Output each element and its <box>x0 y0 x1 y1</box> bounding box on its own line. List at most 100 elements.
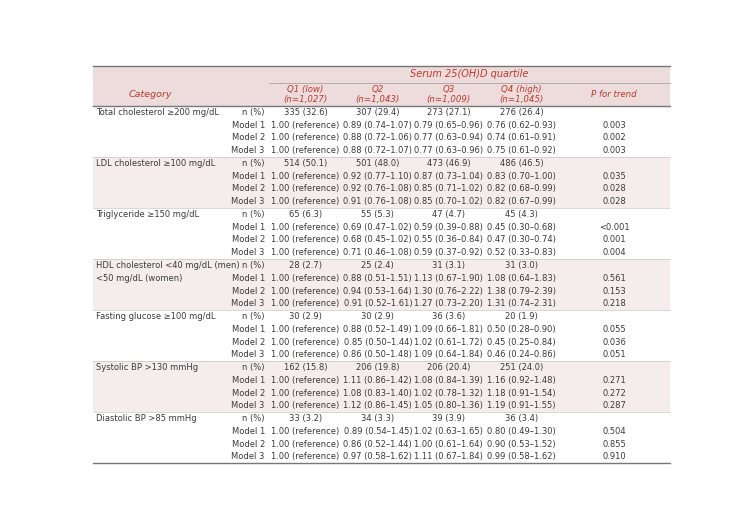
Text: 0.153: 0.153 <box>603 287 626 296</box>
Text: 33 (3.2): 33 (3.2) <box>289 414 322 423</box>
Text: 0.87 (0.73–1.04): 0.87 (0.73–1.04) <box>414 172 484 181</box>
Text: 1.38 (0.79–2.39): 1.38 (0.79–2.39) <box>487 287 556 296</box>
Text: 31 (3.1): 31 (3.1) <box>432 261 465 270</box>
Bar <box>93 310 670 323</box>
Text: 0.90 (0.53–1.52): 0.90 (0.53–1.52) <box>487 440 556 449</box>
Text: 0.001: 0.001 <box>603 235 626 245</box>
Bar <box>93 272 670 285</box>
Text: 0.45 (0.25–0.84): 0.45 (0.25–0.84) <box>487 337 556 346</box>
Text: n (%): n (%) <box>243 159 265 168</box>
Bar <box>93 182 670 195</box>
Text: 45 (4.3): 45 (4.3) <box>505 210 538 219</box>
Bar <box>93 246 670 259</box>
Text: 486 (46.5): 486 (46.5) <box>500 159 543 168</box>
Bar <box>93 438 670 451</box>
Text: 1.00 (reference): 1.00 (reference) <box>272 134 339 143</box>
Text: 0.88 (0.72–1.07): 0.88 (0.72–1.07) <box>343 146 412 155</box>
Text: 0.99 (0.58–1.62): 0.99 (0.58–1.62) <box>487 452 556 462</box>
Text: Model 1: Model 1 <box>231 325 265 334</box>
Text: 1.00 (reference): 1.00 (reference) <box>272 299 339 308</box>
Text: 0.55 (0.36–0.84): 0.55 (0.36–0.84) <box>414 235 483 245</box>
Text: 0.69 (0.47–1.02): 0.69 (0.47–1.02) <box>344 223 412 232</box>
Text: 473 (46.9): 473 (46.9) <box>427 159 470 168</box>
Text: 1.00 (reference): 1.00 (reference) <box>272 248 339 257</box>
Text: 1.30 (0.76–2.22): 1.30 (0.76–2.22) <box>414 287 483 296</box>
Bar <box>93 234 670 246</box>
Text: 1.00 (reference): 1.00 (reference) <box>272 223 339 232</box>
Bar <box>93 119 670 132</box>
Text: 276 (26.4): 276 (26.4) <box>500 108 543 117</box>
Text: 20 (1.9): 20 (1.9) <box>505 312 538 321</box>
Text: HDL cholesterol <40 mg/dL (men): HDL cholesterol <40 mg/dL (men) <box>97 261 240 270</box>
Text: Triglyceride ≥150 mg/dL: Triglyceride ≥150 mg/dL <box>97 210 199 219</box>
Text: <50 mg/dL (women): <50 mg/dL (women) <box>97 274 183 283</box>
Text: 1.16 (0.92–1.48): 1.16 (0.92–1.48) <box>487 376 556 385</box>
Text: 0.561: 0.561 <box>603 274 626 283</box>
Text: Model 2: Model 2 <box>231 235 265 245</box>
Text: 0.035: 0.035 <box>603 172 626 181</box>
Text: 0.855: 0.855 <box>603 440 626 449</box>
Text: 1.02 (0.61–1.72): 1.02 (0.61–1.72) <box>414 337 483 346</box>
Text: 39 (3.9): 39 (3.9) <box>432 414 465 423</box>
Text: Model 3: Model 3 <box>231 299 265 308</box>
Text: 0.59 (0.39–0.88): 0.59 (0.39–0.88) <box>414 223 483 232</box>
Text: 0.504: 0.504 <box>603 427 626 436</box>
Text: 0.002: 0.002 <box>603 134 626 143</box>
Bar <box>93 132 670 144</box>
Bar <box>93 170 670 182</box>
Text: n (%): n (%) <box>243 414 265 423</box>
Text: 0.88 (0.52–1.49): 0.88 (0.52–1.49) <box>344 325 412 334</box>
Text: 0.71 (0.46–1.08): 0.71 (0.46–1.08) <box>344 248 412 257</box>
Bar <box>93 425 670 438</box>
Text: 0.051: 0.051 <box>603 351 626 359</box>
Text: 1.09 (0.66–1.81): 1.09 (0.66–1.81) <box>414 325 483 334</box>
Text: 1.08 (0.64–1.83): 1.08 (0.64–1.83) <box>487 274 556 283</box>
Text: 30 (2.9): 30 (2.9) <box>362 312 394 321</box>
Text: 1.00 (reference): 1.00 (reference) <box>272 351 339 359</box>
Bar <box>93 323 670 336</box>
Text: 0.028: 0.028 <box>603 197 626 206</box>
Text: 0.272: 0.272 <box>603 389 626 398</box>
Text: 1.00 (0.61–1.64): 1.00 (0.61–1.64) <box>414 440 483 449</box>
Text: 273 (27.1): 273 (27.1) <box>427 108 470 117</box>
Text: 55 (5.3): 55 (5.3) <box>362 210 394 219</box>
Bar <box>93 66 670 106</box>
Bar <box>93 195 670 208</box>
Bar <box>93 106 670 119</box>
Bar <box>93 387 670 399</box>
Text: 1.00 (reference): 1.00 (reference) <box>272 337 339 346</box>
Text: 0.88 (0.51–1.51): 0.88 (0.51–1.51) <box>344 274 412 283</box>
Text: Model 1: Model 1 <box>231 223 265 232</box>
Text: Model 3: Model 3 <box>231 351 265 359</box>
Text: 1.00 (reference): 1.00 (reference) <box>272 287 339 296</box>
Bar <box>93 374 670 387</box>
Text: 0.46 (0.24–0.86): 0.46 (0.24–0.86) <box>487 351 556 359</box>
Text: Model 2: Model 2 <box>231 134 265 143</box>
Text: 0.45 (0.30–0.68): 0.45 (0.30–0.68) <box>487 223 556 232</box>
Text: 0.86 (0.52–1.44): 0.86 (0.52–1.44) <box>344 440 412 449</box>
Text: n (%): n (%) <box>243 261 265 270</box>
Text: P for trend: P for trend <box>591 90 637 99</box>
Text: 0.91 (0.76–1.08): 0.91 (0.76–1.08) <box>344 197 412 206</box>
Text: 1.00 (reference): 1.00 (reference) <box>272 121 339 129</box>
Text: 1.09 (0.64–1.84): 1.09 (0.64–1.84) <box>414 351 483 359</box>
Text: 335 (32.6): 335 (32.6) <box>283 108 327 117</box>
Text: 0.003: 0.003 <box>603 146 626 155</box>
Text: 1.31 (0.74–2.31): 1.31 (0.74–2.31) <box>487 299 556 308</box>
Text: 0.85 (0.71–1.02): 0.85 (0.71–1.02) <box>414 184 483 193</box>
Text: 1.00 (reference): 1.00 (reference) <box>272 376 339 385</box>
Text: 0.028: 0.028 <box>603 184 626 193</box>
Text: 0.47 (0.30–0.74): 0.47 (0.30–0.74) <box>487 235 556 245</box>
Text: <0.001: <0.001 <box>599 223 629 232</box>
Text: 1.00 (reference): 1.00 (reference) <box>272 389 339 398</box>
Text: 0.92 (0.77–1.10): 0.92 (0.77–1.10) <box>344 172 412 181</box>
Text: Model 1: Model 1 <box>231 121 265 129</box>
Text: 0.94 (0.53–1.64): 0.94 (0.53–1.64) <box>344 287 412 296</box>
Text: 28 (2.7): 28 (2.7) <box>289 261 322 270</box>
Text: 0.910: 0.910 <box>603 452 626 462</box>
Text: Model 2: Model 2 <box>231 337 265 346</box>
Text: 514 (50.1): 514 (50.1) <box>284 159 327 168</box>
Text: 1.00 (reference): 1.00 (reference) <box>272 401 339 410</box>
Text: 36 (3.6): 36 (3.6) <box>432 312 466 321</box>
Bar <box>93 451 670 463</box>
